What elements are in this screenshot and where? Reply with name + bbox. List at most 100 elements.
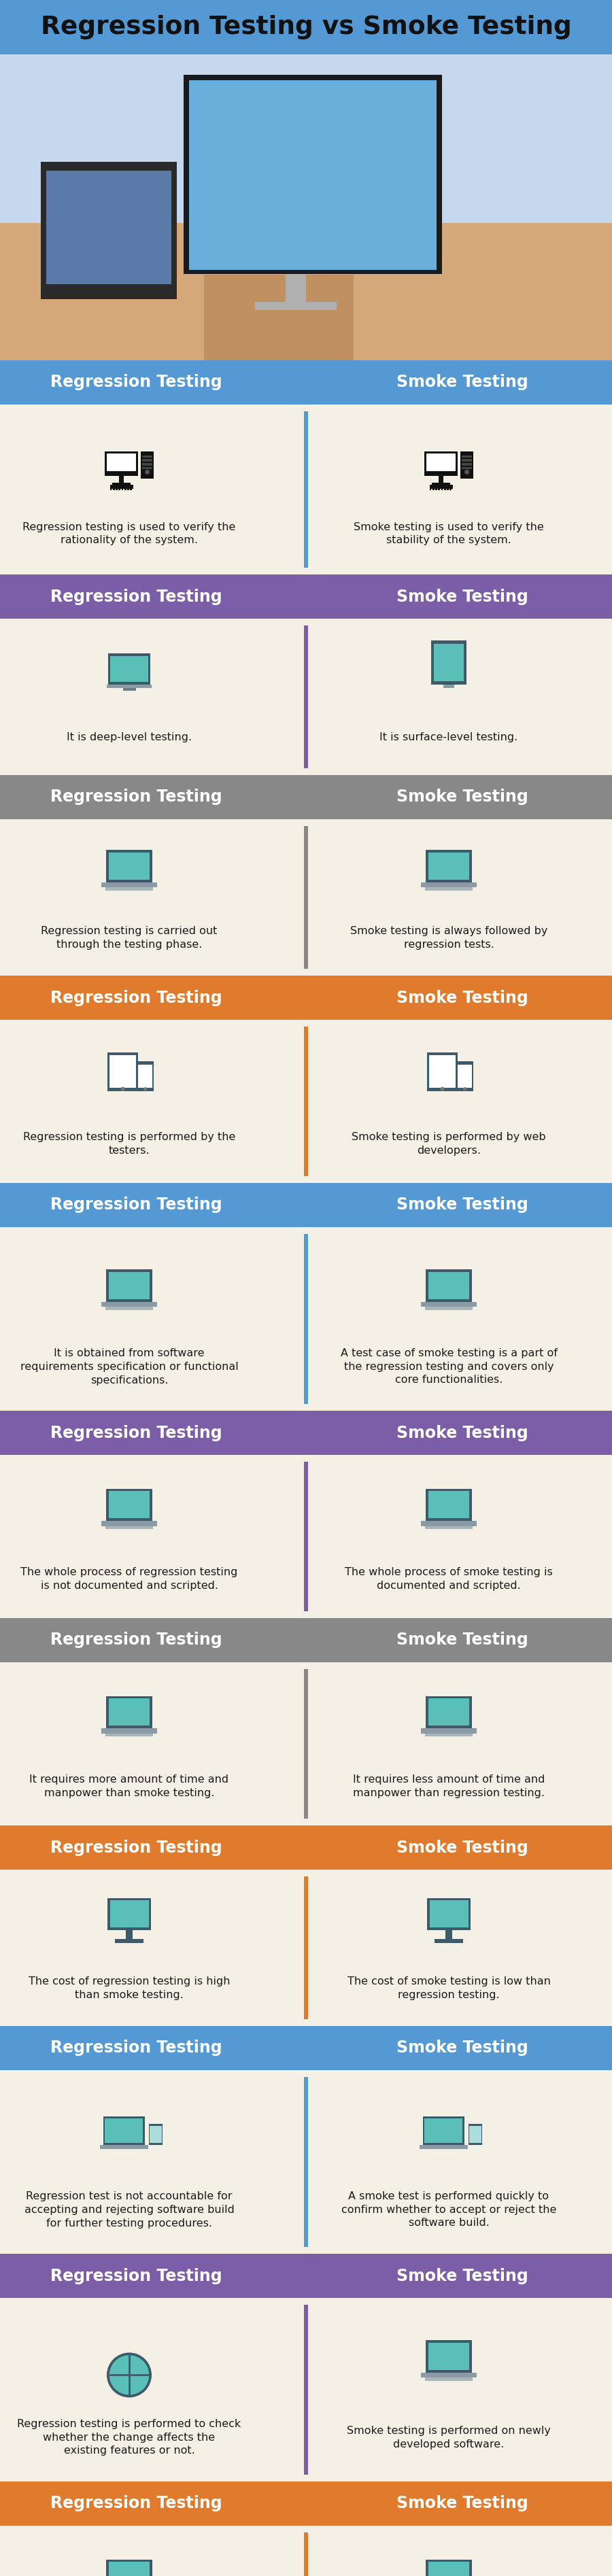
Bar	[0, 1020, 612, 1182]
Bar	[41, 162, 177, 299]
Bar	[0, 2071, 612, 2254]
Text: Regression Testing: Regression Testing	[50, 2267, 222, 2285]
Bar	[0, 0, 612, 54]
Bar	[102, 1520, 157, 1525]
Bar	[0, 1662, 612, 1826]
Bar	[105, 1306, 153, 1311]
Bar	[304, 626, 308, 768]
Bar	[103, 2117, 145, 2146]
Text: Smoke Testing: Smoke Testing	[397, 587, 528, 605]
Bar	[428, 2342, 469, 2370]
Bar	[431, 641, 466, 685]
Bar	[427, 1899, 471, 1929]
Text: Smoke testing is used to verify the
stability of the system.: Smoke testing is used to verify the stab…	[354, 523, 544, 546]
Bar	[424, 451, 458, 477]
Circle shape	[107, 2352, 151, 2398]
Bar	[458, 1064, 472, 1087]
Bar	[428, 1492, 469, 1517]
Bar	[0, 1618, 612, 1662]
Bar	[106, 1695, 152, 1728]
Circle shape	[144, 1087, 147, 1090]
Text: Smoke Testing: Smoke Testing	[397, 2040, 528, 2056]
Bar	[0, 574, 612, 618]
Text: Smoke testing is always followed by
regression tests.: Smoke testing is always followed by regr…	[350, 927, 548, 951]
Text: Regression Testing: Regression Testing	[50, 1198, 222, 1213]
Bar	[304, 412, 308, 567]
Bar	[304, 2076, 308, 2246]
Bar	[461, 466, 472, 469]
Bar	[102, 1301, 157, 1306]
Bar	[110, 657, 148, 683]
Text: Regression Testing: Regression Testing	[50, 2040, 222, 2056]
Text: Smoke Testing: Smoke Testing	[397, 2496, 528, 2512]
Bar	[425, 1525, 472, 1530]
Bar	[428, 2563, 469, 2576]
Bar	[457, 1061, 473, 1090]
Text: A smoke test is performed quickly to
confirm whether to accept or reject the
sof: A smoke test is performed quickly to con…	[341, 2192, 556, 2228]
Text: Regression testing is used to verify the
rationality of the system.: Regression testing is used to verify the…	[23, 523, 236, 546]
Text: Regression Testing: Regression Testing	[50, 788, 222, 806]
Bar	[0, 1412, 612, 1455]
Bar	[430, 1901, 468, 1927]
Text: Smoke Testing: Smoke Testing	[397, 1198, 528, 1213]
Bar	[123, 688, 136, 690]
Bar	[0, 404, 612, 574]
Bar	[304, 2306, 308, 2476]
Text: Regression Testing vs Smoke Testing: Regression Testing vs Smoke Testing	[40, 15, 572, 39]
Bar	[421, 1728, 477, 1734]
Bar	[427, 1051, 458, 1090]
Bar	[0, 1182, 612, 1226]
Text: The cost of smoke testing is low than
regression testing.: The cost of smoke testing is low than re…	[347, 1976, 550, 2002]
Text: The whole process of smoke testing is
documented and scripted.: The whole process of smoke testing is do…	[345, 1566, 553, 1592]
Bar	[108, 2563, 150, 2576]
Bar	[438, 477, 444, 482]
Bar	[461, 464, 472, 466]
Text: Regression Testing: Regression Testing	[50, 1633, 222, 1649]
Text: It requires more amount of time and
manpower than smoke testing.: It requires more amount of time and manp…	[29, 1775, 229, 1798]
Bar	[106, 850, 152, 884]
Bar	[425, 1489, 472, 1520]
Bar	[421, 1520, 477, 1525]
Bar	[428, 1698, 469, 1726]
Bar	[0, 2025, 612, 2071]
Bar	[107, 1051, 138, 1090]
Text: Smoke Testing: Smoke Testing	[397, 374, 528, 392]
Text: Regression test is not accountable for
accepting and rejecting software build
fo: Regression test is not accountable for a…	[24, 2192, 234, 2228]
Bar	[106, 1270, 152, 1301]
Text: It is deep-level testing.: It is deep-level testing.	[67, 732, 192, 742]
Bar	[0, 1870, 612, 2025]
Bar	[107, 685, 152, 688]
Bar	[106, 453, 136, 471]
Bar	[461, 456, 472, 459]
Bar	[110, 1901, 149, 1927]
Bar	[142, 464, 152, 466]
Bar	[0, 361, 612, 404]
Bar	[0, 222, 612, 361]
Bar	[425, 1306, 472, 1311]
Bar	[435, 1940, 463, 1942]
Text: It is surface-level testing.: It is surface-level testing.	[379, 732, 518, 742]
Bar	[304, 1875, 308, 2020]
Bar	[423, 2117, 465, 2146]
Text: The cost of regression testing is high
than smoke testing.: The cost of regression testing is high t…	[28, 1976, 230, 2002]
Bar	[108, 1698, 150, 1726]
Bar	[0, 819, 612, 976]
Bar	[0, 54, 612, 361]
Bar	[109, 1056, 136, 1087]
Bar	[189, 80, 436, 270]
Bar	[138, 1064, 152, 1087]
Bar	[0, 1826, 612, 1870]
Bar	[425, 1734, 472, 1736]
Text: Smoke testing is performed on newly
developed software.: Smoke testing is performed on newly deve…	[347, 2427, 551, 2450]
Bar	[461, 459, 472, 461]
Bar	[0, 1226, 612, 1412]
Bar	[113, 482, 130, 487]
Text: Regression Testing: Regression Testing	[50, 587, 222, 605]
Text: The whole process of regression testing
is not documented and scripted.: The whole process of regression testing …	[21, 1566, 238, 1592]
Bar	[142, 459, 152, 461]
Bar	[421, 2372, 477, 2378]
Circle shape	[121, 1087, 124, 1090]
Text: Regression Testing: Regression Testing	[50, 989, 222, 1005]
Bar	[0, 618, 612, 775]
Bar	[0, 2481, 612, 2524]
